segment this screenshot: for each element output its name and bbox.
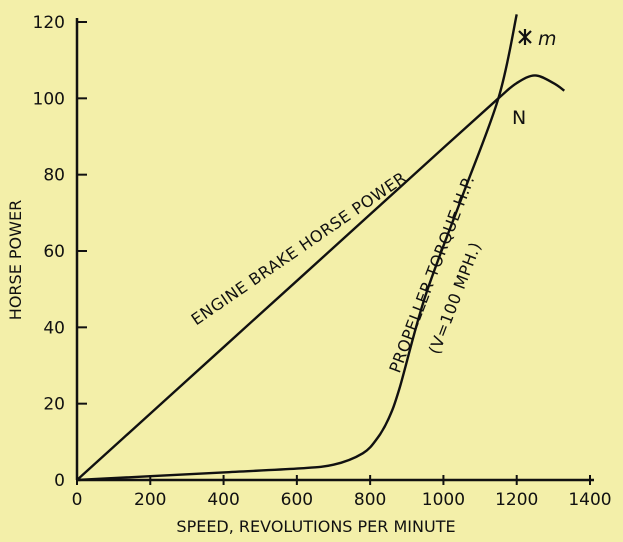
x-axis: 0 200 400 600 800 1000 1200 1400: [72, 475, 612, 510]
x-tick-label: 200: [134, 490, 166, 510]
y-tick-label: 60: [43, 242, 65, 262]
x-tick-label: 0: [72, 490, 83, 510]
x-tick-label: 1400: [568, 490, 611, 510]
y-axis-title: HORSE POWER: [6, 200, 25, 320]
x-tick-label: 1000: [422, 490, 465, 510]
series-line-propeller-torque-hp: [76, 14, 518, 482]
y-tick-label: 0: [54, 471, 65, 491]
y-tick-label: 120: [33, 13, 65, 33]
annotation-m: m: [538, 28, 557, 50]
x-tick-label: 400: [207, 490, 239, 510]
x-tick-label: 600: [281, 490, 313, 510]
y-tick-label: 20: [43, 395, 65, 415]
x-tick-label: 800: [354, 490, 386, 510]
y-axis: 0 20 40 60 80 100 120: [33, 13, 87, 491]
series-label-engine-brake-horse-power: ENGINE BRAKE HORSE POWER: [188, 168, 410, 329]
series-line-engine-brake-horse-power: [76, 74, 566, 481]
y-tick-label: 80: [43, 166, 65, 186]
x-axis-title: SPEED, REVOLUTIONS PER MINUTE: [176, 517, 455, 536]
x-tick-label: 1200: [495, 490, 538, 510]
y-tick-label: 40: [43, 318, 65, 338]
marker-m-star: [518, 29, 532, 45]
y-tick-label: 100: [33, 89, 65, 109]
annotation-n: N: [512, 107, 526, 129]
